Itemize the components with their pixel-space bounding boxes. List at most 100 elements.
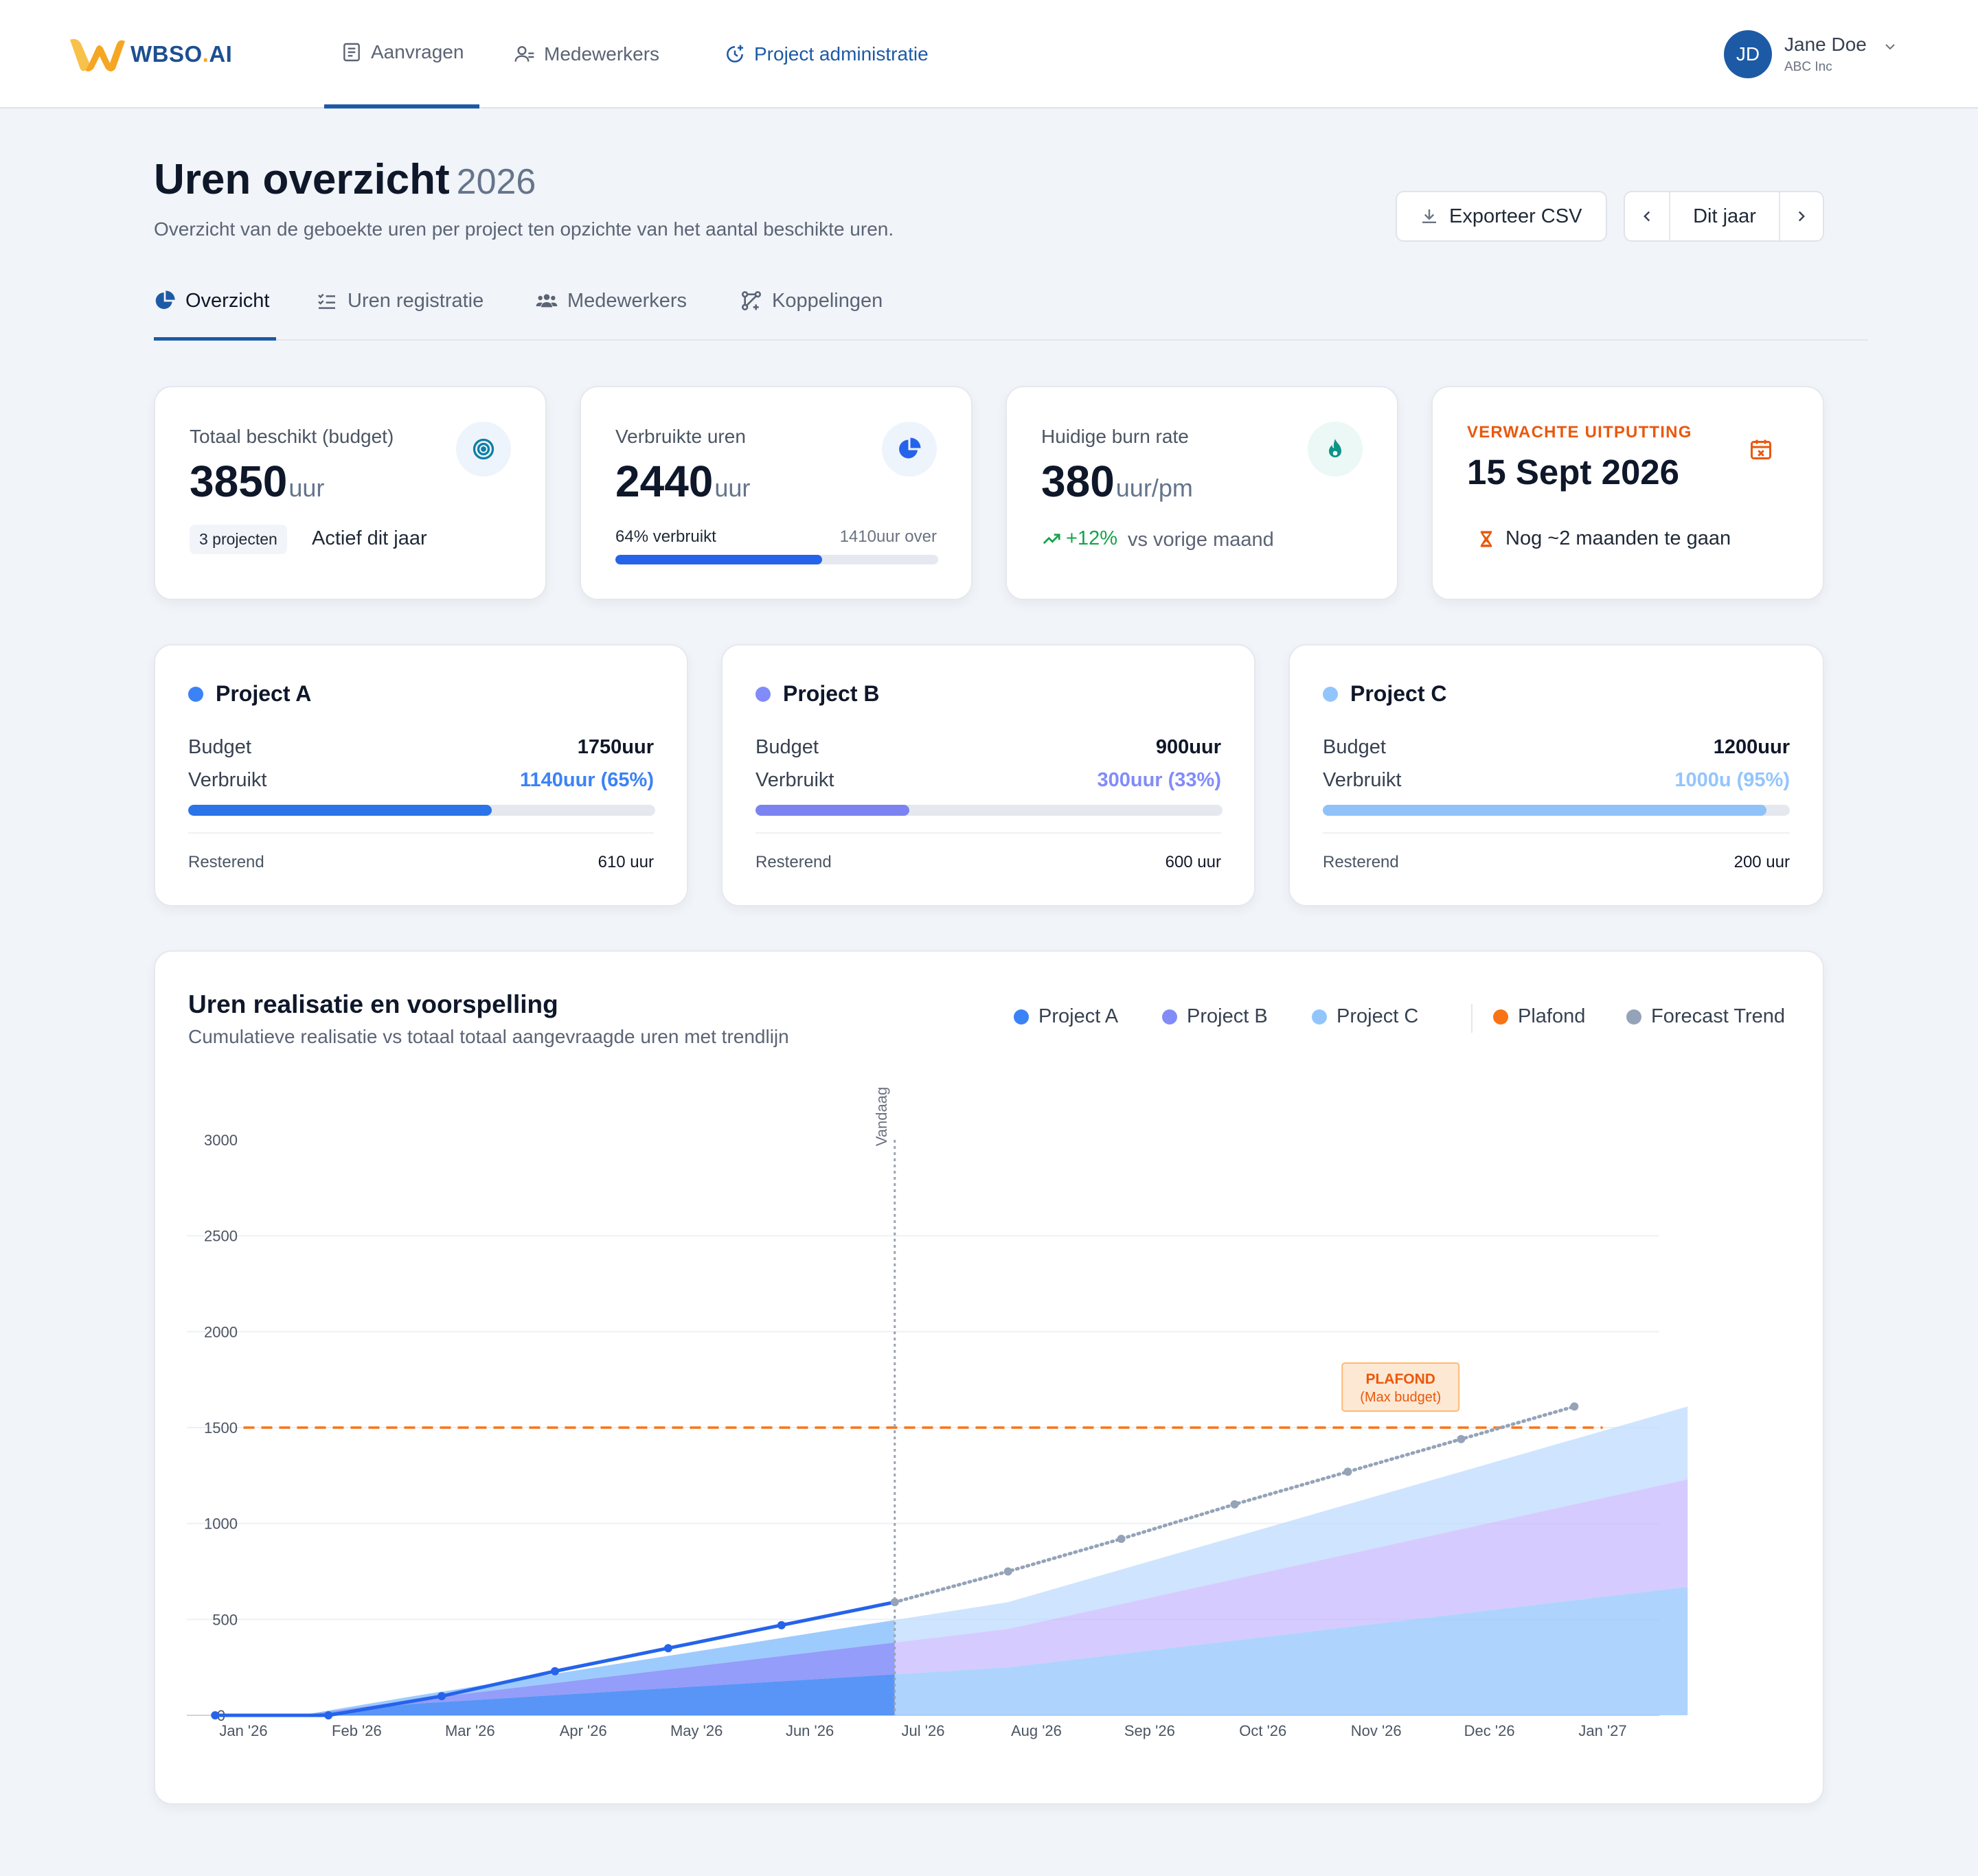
project-b-progress-fill (755, 805, 910, 816)
period-label[interactable]: Dit jaar (1693, 205, 1756, 227)
kpi-depletion-value: 15 Sept 2026 (1467, 453, 1680, 492)
team-icon (536, 294, 558, 308)
nav-project-administratie[interactable]: Project administratie (724, 0, 929, 108)
checklist-icon (318, 293, 335, 309)
project-c-progress-fill (1323, 805, 1766, 816)
wbso-logo[interactable]: WBSO.AI (67, 34, 246, 74)
forecast-point (1117, 1535, 1126, 1544)
tab-koppelingen[interactable]: Koppelingen (740, 284, 883, 341)
legend-project-a[interactable]: Project A (1014, 1005, 1118, 1028)
kpi-used-progress-bar (615, 555, 938, 564)
forecast-point (1457, 1434, 1466, 1443)
plafond-annotation-subtitle: (Max budget) (1360, 1390, 1441, 1405)
x-tick-label: Apr '26 (560, 1722, 607, 1739)
nav-medewerkers-label: Medewerkers (544, 43, 660, 65)
x-tick-label: Sep '26 (1124, 1722, 1175, 1739)
legend-dot (1162, 1009, 1177, 1025)
x-tick-label: Dec '26 (1464, 1722, 1515, 1739)
kpi-burn-trend-value: +12% (1066, 527, 1117, 549)
forecast-point (1003, 1567, 1012, 1576)
tab-medewerkers-label: Medewerkers (567, 290, 687, 312)
projects-count-badge: 3 projecten (190, 525, 287, 554)
avatar: JD (1724, 30, 1772, 78)
project-a-budget-row: Budget 1750uur (188, 736, 654, 758)
divider (755, 832, 1221, 834)
legend-forecast-trend[interactable]: Forecast Trend (1626, 1005, 1785, 1028)
users-icon (514, 46, 534, 62)
kpi-depletion-note: Nog ~2 maanden te gaan (1477, 527, 1731, 550)
legend-project-c[interactable]: Project C (1312, 1005, 1418, 1028)
kpi-depletion-label: VERWACHTE UITPUTTING (1467, 423, 1692, 442)
project-c-remaining-row: Resterend 200 uur (1323, 853, 1790, 871)
actual-point (551, 1667, 559, 1675)
plafond-annotation-box (1341, 1362, 1460, 1412)
x-tick-label: Jan '27 (1578, 1722, 1626, 1739)
forecast-point (1343, 1467, 1352, 1476)
legend-divider (1471, 1004, 1473, 1033)
connections-icon (742, 291, 761, 310)
clock-plus-icon (727, 45, 743, 62)
x-tick-label: Mar '26 (445, 1722, 495, 1739)
download-icon (1422, 209, 1436, 223)
actual-point (777, 1621, 786, 1629)
project-b-area-actual (187, 1642, 895, 1715)
actual-point (890, 1598, 899, 1607)
today-label: Vandaag (873, 1087, 890, 1146)
user-menu[interactable]: JD Jane Doe ABC Inc (1724, 30, 1867, 78)
kpi-used-progress-label: 64% verbruikt (615, 527, 716, 546)
project-card-c[interactable]: Project C Budget 1200uur Verbruikt 1000u (… (1288, 644, 1824, 906)
project-a-progress-fill (188, 805, 492, 816)
chevron-down-icon[interactable] (1882, 38, 1898, 55)
target-icon (456, 422, 511, 477)
nav-medewerkers[interactable]: Medewerkers (514, 0, 659, 108)
kpi-burn-trend: +12% (1041, 527, 1117, 550)
chevron-right-icon (1798, 211, 1805, 222)
next-period-button[interactable] (1779, 192, 1823, 240)
x-tick-label: Nov '26 (1351, 1722, 1402, 1739)
kpi-card-used: Verbruikte uren 2440uur 64% verbruikt 14… (580, 386, 973, 600)
project-c-area-forecast (894, 1406, 1688, 1643)
hourglass-icon (1480, 530, 1492, 547)
legend-dot (1312, 1009, 1327, 1025)
project-card-b[interactable]: Project B Budget 900uur Verbruikt 300uur (… (721, 644, 1255, 906)
project-card-a[interactable]: Project A Budget 1750uur Verbruikt 1140uur… (154, 644, 688, 906)
y-tick-label: 2500 (204, 1228, 238, 1245)
pie-chart-icon (155, 290, 175, 309)
export-csv-button[interactable]: Exporteer CSV (1396, 191, 1607, 242)
actual-point (324, 1711, 333, 1719)
kpi-burn-label: Huidige burn rate (1041, 426, 1189, 447)
divider (188, 832, 654, 834)
actual-point (663, 1644, 672, 1653)
project-b-remaining-row: Resterend 600 uur (755, 853, 1221, 871)
project-a-area-forecast (894, 1586, 1688, 1715)
kpi-budget-label: Totaal beschikt (budget) (190, 426, 394, 447)
nav-aanvragen[interactable]: Aanvragen (324, 0, 479, 108)
tab-overzicht[interactable]: Overzicht (154, 284, 276, 341)
kpi-budget-value: 3850uur (190, 457, 325, 506)
chart-card: Uren realisatie en voorspelling Cumulati… (154, 950, 1824, 1805)
flame-icon (1308, 422, 1363, 477)
x-tick-label: Jan '26 (219, 1722, 267, 1739)
tab-medewerkers[interactable]: Medewerkers (536, 284, 687, 341)
kpi-used-value: 2440uur (615, 457, 751, 506)
y-tick-label: 3000 (204, 1132, 238, 1149)
project-c-color-dot (1323, 686, 1338, 702)
wbso-logo-mark (70, 38, 125, 71)
project-b-used-row: Verbruikt 300uur (33%) (755, 769, 1221, 791)
project-b-color-dot (755, 686, 771, 702)
forecast-point (1570, 1402, 1579, 1411)
x-tick-label: Jun '26 (786, 1722, 834, 1739)
forecast-point (1230, 1500, 1239, 1509)
project-a-title: Project A (188, 681, 311, 707)
legend-plafond[interactable]: Plafond (1493, 1005, 1585, 1028)
legend-project-b[interactable]: Project B (1162, 1005, 1268, 1028)
x-tick-label: Jul '26 (902, 1722, 945, 1739)
project-a-area-actual (187, 1674, 895, 1715)
previous-period-button[interactable] (1625, 192, 1670, 240)
plafond-annotation-title: PLAFOND (1365, 1371, 1435, 1387)
y-tick-label: 1000 (204, 1515, 238, 1533)
section-tabs: Overzicht Uren registratie Medewerkers K… (154, 284, 1868, 341)
project-c-progress-bar (1323, 805, 1790, 816)
kpi-used-label: Verbruikte uren (615, 426, 746, 447)
tab-uren-registratie[interactable]: Uren registratie (316, 284, 484, 341)
